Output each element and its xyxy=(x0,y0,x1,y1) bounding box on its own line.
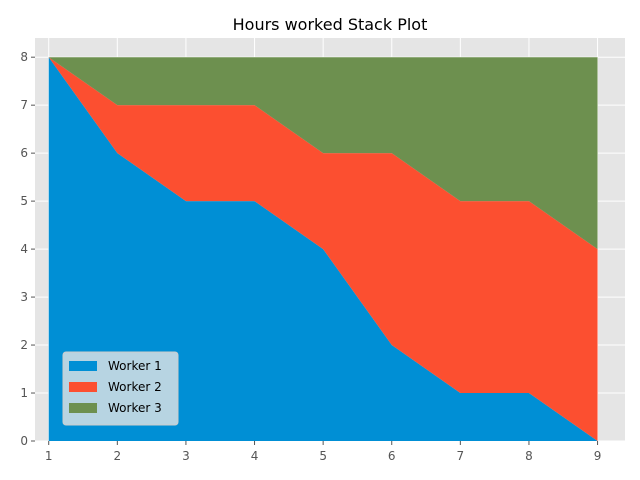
area-series-3 xyxy=(48,57,598,250)
y-tick-label: 4 xyxy=(20,242,28,256)
x-tick-label: 7 xyxy=(457,449,465,463)
chart-title: Hours worked Stack Plot xyxy=(233,15,428,34)
legend-label: Worker 3 xyxy=(108,401,162,415)
x-tick-label: 1 xyxy=(45,449,53,463)
x-tick-label: 2 xyxy=(114,449,122,463)
y-tick-label: 2 xyxy=(20,338,28,352)
legend: Worker 1 Worker 2 Worker 3 xyxy=(62,351,179,426)
x-tick-label: 5 xyxy=(319,449,327,463)
x-tick-label: 6 xyxy=(388,449,396,463)
x-axis-ticks: 1 2 3 4 5 6 7 8 9 xyxy=(45,441,601,463)
y-axis-ticks: 0 1 2 3 4 5 6 7 8 xyxy=(20,50,35,448)
x-tick-label: 8 xyxy=(525,449,533,463)
y-tick-label: 1 xyxy=(20,386,28,400)
legend-swatch xyxy=(69,403,97,413)
legend-swatch xyxy=(69,361,97,371)
area-series-2 xyxy=(48,57,598,441)
y-tick-label: 3 xyxy=(20,290,28,304)
y-tick-label: 7 xyxy=(20,98,28,112)
stacked-areas xyxy=(48,57,598,441)
legend-label: Worker 2 xyxy=(108,380,162,394)
x-tick-label: 3 xyxy=(182,449,190,463)
legend-swatch xyxy=(69,382,97,392)
x-tick-label: 9 xyxy=(594,449,602,463)
y-tick-label: 5 xyxy=(20,194,28,208)
y-tick-label: 0 xyxy=(20,434,28,448)
x-tick-label: 4 xyxy=(251,449,259,463)
legend-label: Worker 1 xyxy=(108,359,162,373)
y-tick-label: 8 xyxy=(20,50,28,64)
y-tick-label: 6 xyxy=(20,146,28,160)
area-series-1 xyxy=(48,57,598,441)
